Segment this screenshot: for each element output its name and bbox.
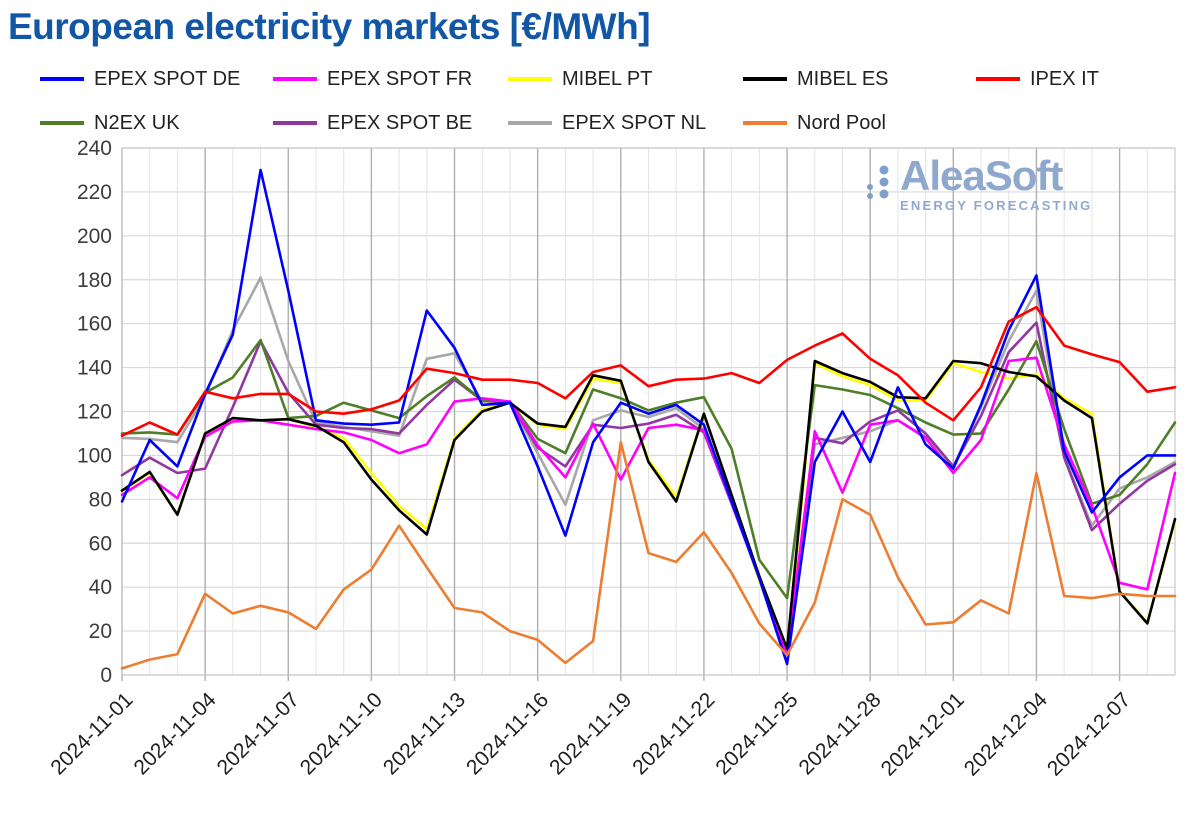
series-line-epex-spot-nl [120,276,1177,654]
y-axis-tick-label: 200 [77,225,112,248]
legend-item-ipex-it: IPEX IT [976,66,1099,92]
legend-item-epex-spot-fr: EPEX SPOT FR [273,66,472,92]
x-axis-tick-label: 2024-11-16 [462,688,553,779]
legend-label: EPEX SPOT DE [94,67,241,90]
x-axis-tick-label: 2024-11-25 [711,688,802,779]
x-axis-tick-label: 2024-12-07 [1043,688,1135,780]
series-line-mibel-es [120,359,1177,650]
legend-label: EPEX SPOT BE [327,111,473,134]
legend-swatch [273,77,317,81]
y-axis-tick-label: 140 [77,357,112,380]
legend-item-n2ex-uk: N2EX UK [40,110,180,136]
series-line-n2ex-uk [120,338,1177,600]
legend-label: IPEX IT [1030,67,1099,90]
x-axis-tick-label: 2024-11-04 [130,688,221,779]
logo-text: AleaSoft [900,152,1063,199]
legend-label: EPEX SPOT NL [562,111,707,134]
legend-label: MIBEL ES [797,67,889,90]
legend-swatch [976,77,1020,81]
legend-item-epex-spot-de: EPEX SPOT DE [40,66,240,92]
x-axis-tick-label: 2024-11-28 [795,688,886,779]
y-axis-tick-label: 180 [77,269,112,292]
x-axis-tick-label: 2024-11-01 [46,688,137,779]
y-axis-tick-label: 240 [77,137,112,160]
y-axis-tick-label: 0 [100,664,112,687]
legend-swatch [508,77,552,81]
series-line-ipex-it [120,305,1177,438]
x-axis-tick-label: 2024-12-04 [960,688,1052,780]
legend-label: Nord Pool [797,111,886,134]
y-axis-tick-label: 60 [89,532,112,555]
x-axis-tick-label: 2024-11-22 [628,688,719,779]
plot-border [121,147,1176,676]
x-axis-tick-label: 2024-12-01 [877,688,969,780]
legend-swatch [743,77,787,81]
y-axis-tick-label: 160 [77,313,112,336]
legend-swatch [743,121,787,125]
y-axis-tick-label: 100 [77,444,112,467]
legend-swatch [40,77,84,81]
y-axis-tick-label: 120 [77,401,112,424]
y-axis-tick-label: 220 [77,181,112,204]
logo-dots-icon [867,165,889,199]
legend-item-mibel-pt: MIBEL PT [508,66,652,92]
page-title: European electricity markets [€/MWh] [8,6,651,47]
legend-label: N2EX UK [94,111,180,134]
legend-label: EPEX SPOT FR [327,67,473,90]
series-line-nord-pool [120,440,1177,670]
x-axis-tick-label: 2024-11-19 [545,688,636,779]
legend-item-nord-pool: Nord Pool [743,110,886,136]
series-line-epex-spot-fr [120,356,1177,657]
y-axis-tick-label: 80 [89,488,112,511]
legend-item-epex-spot-nl: EPEX SPOT NL [508,110,706,136]
x-axis-tick-label: 2024-11-13 [379,688,470,779]
legend-label: MIBEL PT [562,67,653,90]
legend-item-mibel-es: MIBEL ES [743,66,889,92]
x-axis-tick-label: 2024-11-07 [213,688,304,779]
y-axis-tick-label: 20 [89,620,112,643]
legend-item-epex-spot-be: EPEX SPOT BE [273,110,472,136]
legend-swatch [273,121,317,125]
x-axis-tick-label: 2024-11-10 [296,688,387,779]
series-line-epex-spot-be [120,321,1177,655]
y-axis-tick-label: 40 [89,576,112,599]
legend-swatch [40,121,84,125]
legend-swatch [508,121,552,125]
aleasoft-logo: AleaSoft ENERGY FORECASTING [862,152,1162,220]
logo-subtitle: ENERGY FORECASTING [900,198,1093,213]
series-line-epex-spot-de [120,168,1177,666]
